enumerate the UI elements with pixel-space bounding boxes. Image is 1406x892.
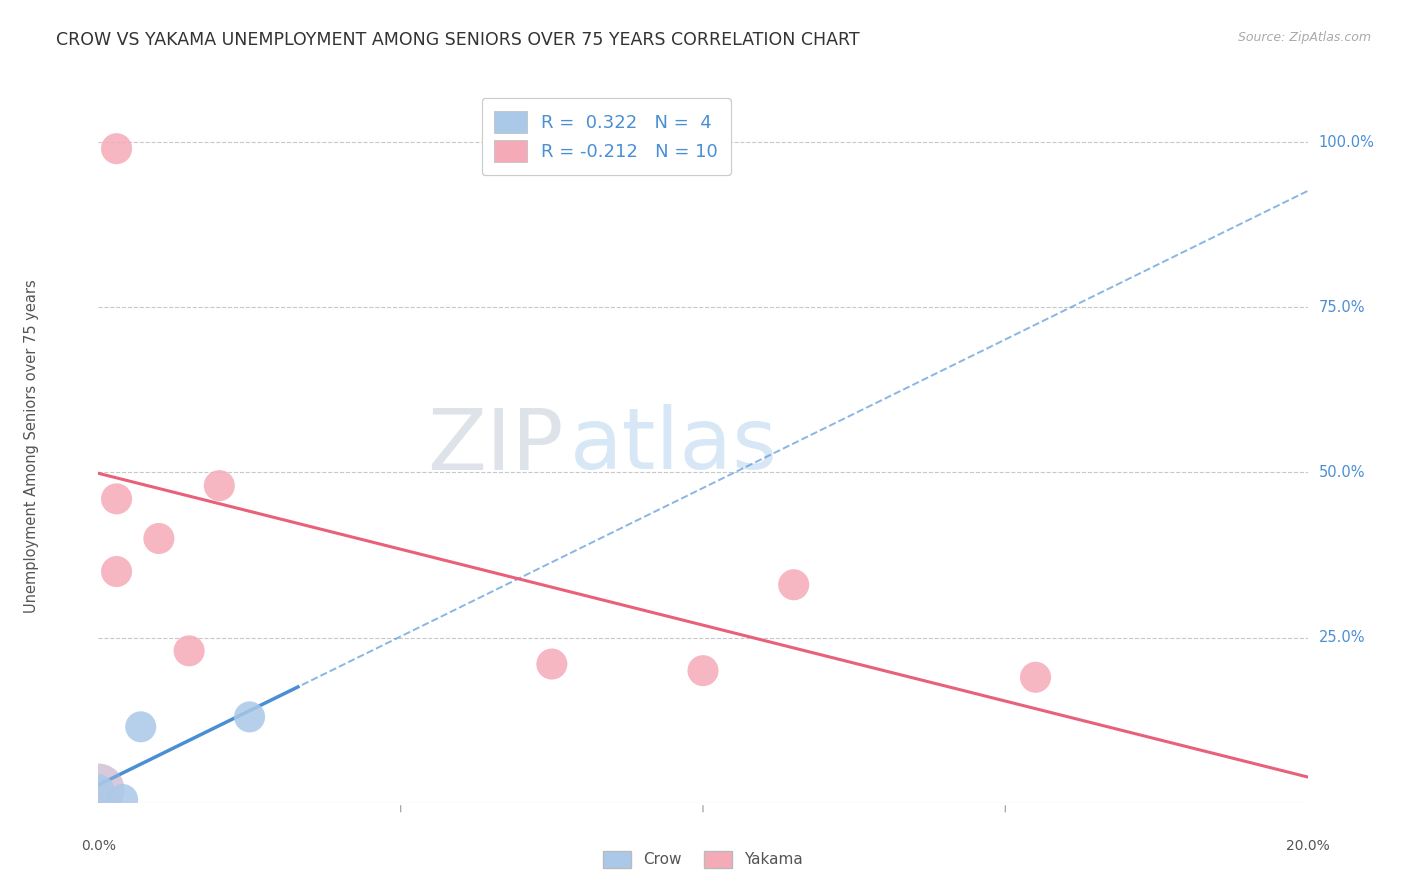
Point	[105, 142, 128, 156]
Point	[87, 782, 110, 797]
Text: 0.0%: 0.0%	[82, 839, 115, 853]
Legend: R =  0.322   N =  4, R = -0.212   N = 10: R = 0.322 N = 4, R = -0.212 N = 10	[482, 98, 731, 175]
Point	[1024, 670, 1046, 684]
Point	[105, 491, 128, 506]
Text: CROW VS YAKAMA UNEMPLOYMENT AMONG SENIORS OVER 75 YEARS CORRELATION CHART: CROW VS YAKAMA UNEMPLOYMENT AMONG SENIOR…	[56, 31, 860, 49]
Text: atlas: atlas	[569, 404, 778, 488]
Text: Source: ZipAtlas.com: Source: ZipAtlas.com	[1237, 31, 1371, 45]
Point	[692, 664, 714, 678]
Point	[540, 657, 562, 671]
Point	[111, 792, 134, 806]
Point	[105, 565, 128, 579]
Point	[208, 478, 231, 492]
Text: 25.0%: 25.0%	[1319, 630, 1365, 645]
Point	[148, 532, 170, 546]
Text: Unemployment Among Seniors over 75 years: Unemployment Among Seniors over 75 years	[24, 279, 39, 613]
Text: 75.0%: 75.0%	[1319, 300, 1365, 315]
Legend: Crow, Yakama: Crow, Yakama	[598, 845, 808, 873]
Text: 50.0%: 50.0%	[1319, 465, 1365, 480]
Point	[129, 720, 152, 734]
Text: ZIP: ZIP	[427, 404, 564, 488]
Text: 100.0%: 100.0%	[1319, 135, 1375, 150]
Point	[177, 644, 201, 658]
Point	[239, 710, 262, 724]
Point	[87, 782, 110, 797]
Text: 20.0%: 20.0%	[1285, 839, 1330, 853]
Point	[87, 782, 110, 797]
Point	[782, 578, 804, 592]
